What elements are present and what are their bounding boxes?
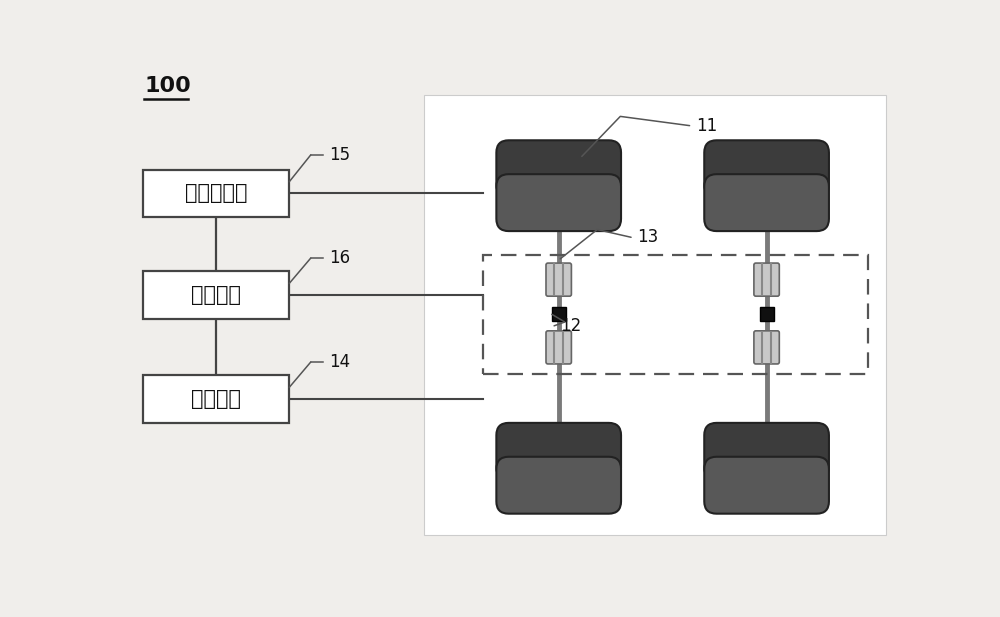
FancyBboxPatch shape — [496, 140, 621, 197]
Text: 15: 15 — [329, 146, 350, 164]
Bar — [143, 170, 289, 217]
Text: 13: 13 — [637, 228, 658, 246]
FancyBboxPatch shape — [704, 457, 829, 514]
Text: 12: 12 — [560, 317, 581, 335]
FancyBboxPatch shape — [546, 331, 571, 364]
Bar — [552, 307, 566, 321]
FancyBboxPatch shape — [496, 457, 621, 514]
Text: 传感器模块: 传感器模块 — [185, 183, 247, 204]
Bar — [760, 307, 774, 321]
Text: 14: 14 — [329, 353, 350, 371]
FancyBboxPatch shape — [704, 140, 829, 197]
Bar — [483, 255, 868, 373]
FancyBboxPatch shape — [754, 263, 779, 296]
FancyBboxPatch shape — [546, 263, 571, 296]
FancyBboxPatch shape — [496, 423, 621, 480]
Text: 16: 16 — [329, 249, 350, 267]
Bar — [143, 375, 289, 423]
Text: 11: 11 — [696, 117, 717, 135]
Bar — [143, 271, 289, 319]
FancyBboxPatch shape — [704, 423, 829, 480]
Text: 储能模块: 储能模块 — [191, 389, 241, 409]
Text: 控制模块: 控制模块 — [191, 285, 241, 305]
Text: 100: 100 — [144, 77, 191, 96]
FancyBboxPatch shape — [496, 174, 621, 231]
FancyBboxPatch shape — [754, 331, 779, 364]
FancyBboxPatch shape — [704, 174, 829, 231]
FancyBboxPatch shape — [424, 95, 886, 536]
